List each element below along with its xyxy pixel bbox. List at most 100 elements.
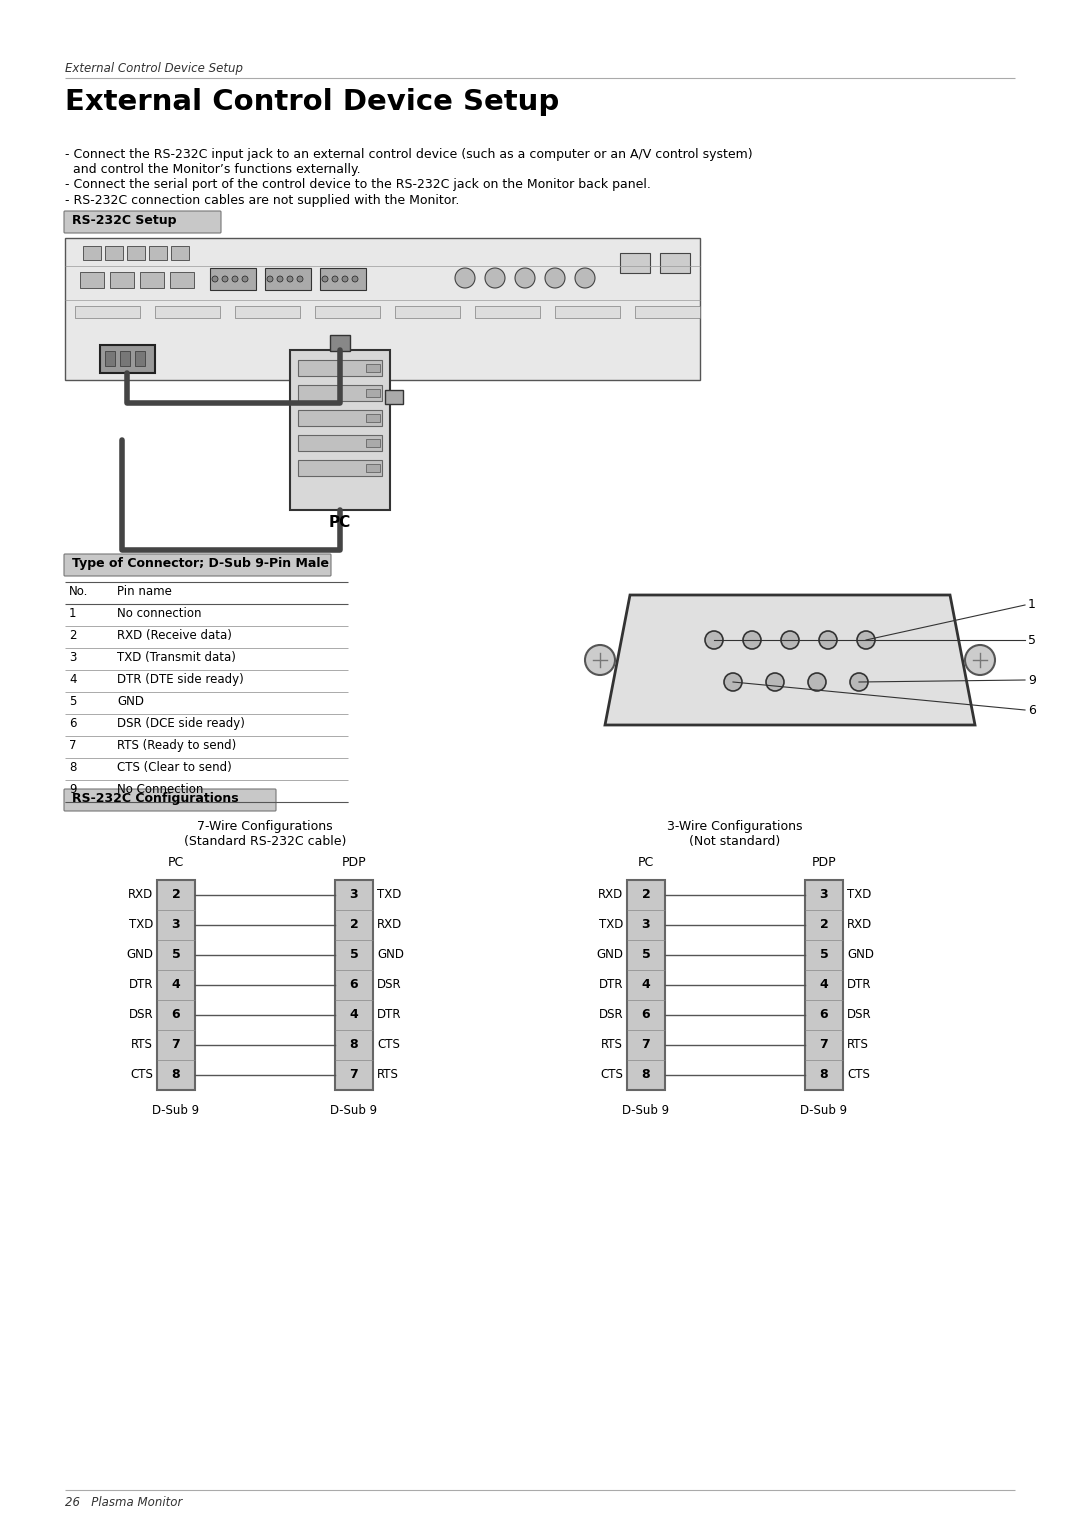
Text: RXD: RXD [847, 918, 873, 932]
Text: 7: 7 [642, 1039, 650, 1051]
Circle shape [819, 631, 837, 649]
Bar [298, 435, 382, 451]
Text: 2: 2 [820, 918, 828, 932]
Circle shape [352, 277, 357, 283]
Bar [105, 246, 123, 260]
Text: (Not standard): (Not standard) [689, 834, 781, 848]
Text: 2: 2 [642, 888, 650, 902]
Bar [620, 254, 650, 274]
Bar [157, 880, 195, 1089]
Text: 6: 6 [1028, 703, 1036, 717]
Text: TXD: TXD [377, 888, 402, 902]
Circle shape [858, 631, 875, 649]
Text: 6: 6 [350, 978, 359, 992]
Circle shape [545, 267, 565, 287]
Circle shape [585, 645, 615, 675]
Circle shape [575, 267, 595, 287]
Text: 7-Wire Configurations: 7-Wire Configurations [198, 821, 333, 833]
Text: GND: GND [596, 949, 623, 961]
Text: TXD (Transmit data): TXD (Transmit data) [117, 651, 235, 665]
Text: PDP: PDP [812, 856, 836, 868]
Text: 8: 8 [642, 1068, 650, 1082]
Text: 4: 4 [642, 978, 650, 992]
Text: GND: GND [126, 949, 153, 961]
Circle shape [485, 267, 505, 287]
Text: RTS: RTS [847, 1039, 869, 1051]
Text: PC: PC [638, 856, 654, 868]
Bar [660, 254, 690, 274]
Bar [100, 345, 156, 373]
Bar [555, 306, 620, 318]
Text: External Control Device Setup: External Control Device Setup [65, 89, 559, 116]
Text: RTS: RTS [377, 1068, 399, 1082]
Bar [127, 246, 145, 260]
Circle shape [705, 631, 723, 649]
Text: RXD: RXD [377, 918, 402, 932]
Circle shape [743, 631, 761, 649]
Text: DSR: DSR [129, 1008, 153, 1022]
Text: TXD: TXD [598, 918, 623, 932]
Text: - Connect the serial port of the control device to the RS-232C jack on the Monit: - Connect the serial port of the control… [65, 177, 651, 191]
Text: 9: 9 [69, 782, 77, 796]
Text: DTR: DTR [598, 978, 623, 992]
Bar [110, 272, 134, 287]
Text: RXD: RXD [597, 888, 623, 902]
Text: DSR (DCE side ready): DSR (DCE side ready) [117, 717, 245, 730]
Bar [635, 306, 700, 318]
Text: 7: 7 [69, 740, 77, 752]
Text: 4: 4 [69, 672, 77, 686]
Circle shape [808, 672, 826, 691]
Circle shape [322, 277, 328, 283]
Bar [105, 351, 114, 367]
Text: 9: 9 [1028, 674, 1036, 686]
Text: 5: 5 [1028, 634, 1036, 646]
Text: Pin name: Pin name [117, 585, 172, 597]
Text: 7: 7 [172, 1039, 180, 1051]
Text: 7: 7 [820, 1039, 828, 1051]
Text: - Connect the RS-232C input jack to an external control device (such as a comput: - Connect the RS-232C input jack to an e… [65, 148, 753, 176]
Bar [298, 410, 382, 426]
Text: No connection: No connection [117, 607, 202, 620]
Bar [140, 272, 164, 287]
Text: No Connection: No Connection [117, 782, 203, 796]
Text: 5: 5 [172, 949, 180, 961]
Circle shape [781, 631, 799, 649]
Circle shape [515, 267, 535, 287]
Bar [366, 414, 380, 422]
Bar [366, 465, 380, 472]
Text: DTR (DTE side ready): DTR (DTE side ready) [117, 672, 244, 686]
Text: GND: GND [377, 949, 404, 961]
Text: 1: 1 [69, 607, 77, 620]
Circle shape [222, 277, 228, 283]
Circle shape [267, 277, 273, 283]
Text: D-Sub 9: D-Sub 9 [152, 1105, 200, 1117]
FancyBboxPatch shape [64, 788, 276, 811]
Circle shape [850, 672, 868, 691]
Bar [366, 364, 380, 371]
Text: RS-232C Setup: RS-232C Setup [72, 214, 176, 228]
Text: 4: 4 [172, 978, 180, 992]
Text: 26   Plasma Monitor: 26 Plasma Monitor [65, 1496, 183, 1510]
Circle shape [455, 267, 475, 287]
Text: 8: 8 [172, 1068, 180, 1082]
Text: CTS: CTS [600, 1068, 623, 1082]
Bar [80, 272, 104, 287]
Text: RTS (Ready to send): RTS (Ready to send) [117, 740, 237, 752]
Bar [298, 460, 382, 477]
Text: CTS: CTS [377, 1039, 400, 1051]
Bar [65, 238, 700, 380]
Bar [210, 267, 256, 290]
Bar [475, 306, 540, 318]
Text: - RS-232C connection cables are not supplied with the Monitor.: - RS-232C connection cables are not supp… [65, 194, 459, 206]
Bar [75, 306, 140, 318]
Circle shape [212, 277, 218, 283]
Text: 6: 6 [172, 1008, 180, 1022]
Text: RTS: RTS [602, 1039, 623, 1051]
Polygon shape [605, 594, 975, 724]
FancyBboxPatch shape [64, 211, 221, 232]
Text: 4: 4 [820, 978, 828, 992]
Text: 3: 3 [642, 918, 650, 932]
Circle shape [766, 672, 784, 691]
FancyBboxPatch shape [64, 555, 330, 576]
Text: 3-Wire Configurations: 3-Wire Configurations [667, 821, 802, 833]
